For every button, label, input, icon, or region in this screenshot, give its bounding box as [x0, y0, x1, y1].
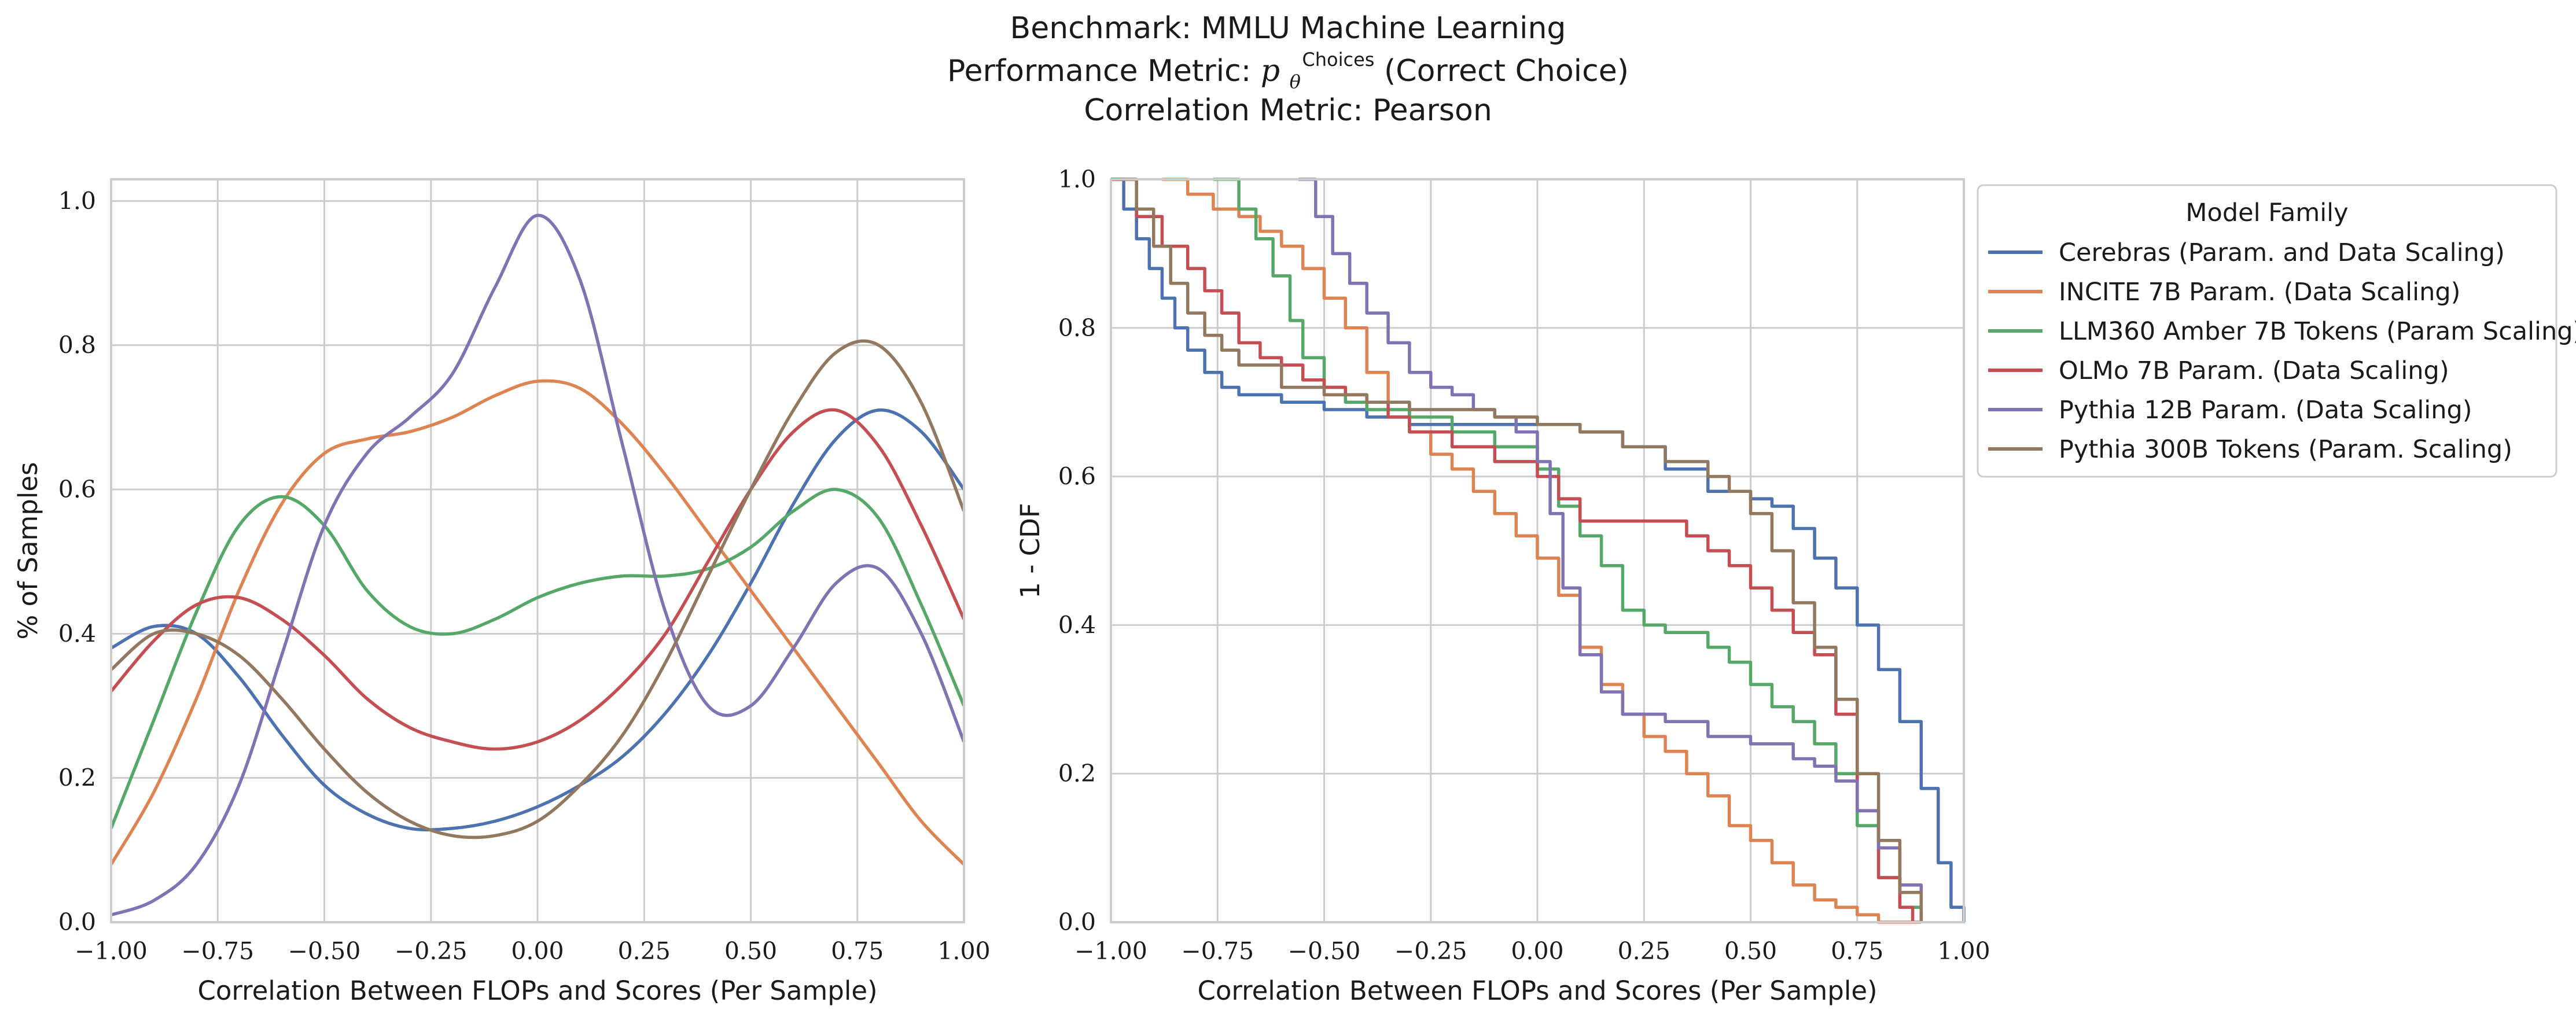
legend-entry-pythia-300b-tokens-param-scaling: Pythia 300B Tokens (Param. Scaling)	[1988, 435, 2512, 464]
survival-x-tick-label: −0.75	[1181, 937, 1254, 965]
legend-entries: Cerebras (Param. and Data Scaling) INCITE…	[1988, 238, 2576, 464]
survival-y-tick-labels: 0.0 0.2 0.4 0.6 0.8 1.0	[1058, 165, 1096, 936]
kde-y-tick-label: 0.6	[58, 476, 96, 503]
title-line-2-superscript: Choices	[1302, 49, 1374, 71]
kde-y-tick-label: 0.8	[58, 331, 96, 359]
kde-x-tick-label: −0.25	[395, 937, 468, 965]
survival-x-tick-label: 0.50	[1724, 937, 1777, 965]
survival-plot-frame	[1110, 178, 1965, 923]
kde-line-olmo-7b-param-data-scaling	[109, 408, 966, 751]
survival-y-axis-label: 1 - CDF	[1015, 503, 1046, 598]
kde-y-tick-label: 0.0	[58, 908, 96, 936]
legend-label: Cerebras (Param. and Data Scaling)	[2059, 238, 2505, 267]
survival-y-tick-label: 1.0	[1058, 165, 1096, 193]
survival-line-llm360-amber-7b-tokens-param-scaling	[1213, 178, 1923, 922]
legend-label: LLM360 Amber 7B Tokens (Param Scaling)	[2059, 317, 2576, 346]
kde-x-tick-label: −0.50	[288, 937, 361, 965]
title-line-1: Benchmark: MMLU Machine Learning	[1010, 11, 1566, 46]
kde-y-tick-labels: 0.0 0.2 0.4 0.6 0.8 1.0	[58, 187, 96, 936]
kde-plot-frame	[110, 178, 965, 923]
survival-x-tick-label: −0.25	[1394, 937, 1467, 965]
legend-label: OLMo 7B Param. (Data Scaling)	[2059, 356, 2449, 385]
survival-series-lines	[1111, 178, 1966, 924]
kde-line-llm360-amber-7b-tokens-param-scaling	[109, 488, 966, 829]
kde-x-tick-label: 0.50	[724, 937, 777, 965]
legend-title: Model Family	[2185, 198, 2348, 227]
survival-x-tick-label: 0.25	[1618, 937, 1670, 965]
legend-label: Pythia 12B Param. (Data Scaling)	[2059, 396, 2472, 425]
kde-x-tick-label: −1.00	[75, 937, 148, 965]
survival-x-tick-label: 0.75	[1831, 937, 1883, 965]
kde-y-axis-label: % of Samples	[13, 462, 43, 640]
kde-x-tick-label: 1.00	[937, 937, 990, 965]
kde-y-tick-label: 1.0	[58, 187, 96, 215]
survival-y-tick-label: 0.6	[1058, 463, 1096, 491]
kde-line-incite-7b-param-data-scaling	[109, 379, 965, 866]
kde-line-cerebras-param-and-data-scaling	[110, 408, 966, 832]
survival-y-tick-label: 0.8	[1058, 314, 1096, 342]
kde-x-axis-label: Correlation Between FLOPs and Scores (Pe…	[197, 975, 877, 1006]
kde-y-tick-label: 0.4	[58, 620, 96, 647]
title-line-2-symbol: p	[1261, 54, 1280, 89]
survival-x-tick-label: −1.00	[1074, 937, 1147, 965]
survival-panel: −1.00 −0.75 −0.50 −0.25 0.00 0.25 0.50 0.75 1.00…	[1015, 165, 1990, 1006]
kde-line-pythia-12b-param-data-scaling	[111, 213, 966, 917]
legend-entry-incite-7b-param-data-scaling: INCITE 7B Param. (Data Scaling)	[1988, 278, 2460, 307]
legend-entry-olmo-7b-param-data-scaling: OLMo 7B Param. (Data Scaling)	[1988, 356, 2449, 385]
legend-label: INCITE 7B Param. (Data Scaling)	[2059, 278, 2460, 307]
survival-y-tick-label: 0.0	[1058, 908, 1096, 936]
survival-x-tick-label: −0.50	[1288, 937, 1361, 965]
legend: Model Family Cerebras (Param. and Data S…	[1977, 184, 2576, 478]
figure-title: Benchmark: MMLU Machine Learning Perform…	[947, 11, 1629, 128]
survival-x-tick-label: 0.00	[1511, 937, 1563, 965]
kde-x-tick-labels: −1.00 −0.75 −0.50 −0.25 0.00 0.25 0.50 0.75 1.00	[75, 937, 990, 965]
title-line-2-suffix: (Correct Choice)	[1384, 54, 1629, 89]
title-line-2-prefix: Performance Metric:	[947, 54, 1261, 89]
kde-line-pythia-300b-tokens-param-scaling	[110, 339, 966, 839]
survival-x-tick-labels: −1.00 −0.75 −0.50 −0.25 0.00 0.25 0.50 0.75 1.00	[1074, 937, 1990, 965]
survival-line-pythia-12b-param-data-scaling	[1298, 178, 1923, 922]
survival-line-pythia-300b-tokens-param-scaling	[1119, 178, 1923, 922]
survival-y-tick-label: 0.2	[1058, 760, 1096, 787]
kde-x-tick-label: 0.00	[511, 937, 564, 965]
survival-x-tick-label: 1.00	[1937, 937, 1990, 965]
kde-x-tick-label: 0.25	[618, 937, 671, 965]
legend-entry-pythia-12b-param-data-scaling: Pythia 12B Param. (Data Scaling)	[1988, 396, 2472, 425]
survival-x-axis-label: Correlation Between FLOPs and Scores (Pe…	[1197, 975, 1877, 1006]
legend-box	[1977, 184, 2557, 478]
survival-line-incite-7b-param-data-scaling	[1162, 178, 1922, 924]
kde-y-tick-label: 0.2	[58, 764, 96, 792]
title-line-2: Performance Metric: p θ Choices (Correct…	[947, 39, 1629, 95]
legend-entry-llm360-amber-7b-tokens-param-scaling: LLM360 Amber 7B Tokens (Param Scaling)	[1988, 317, 2576, 346]
survival-y-tick-label: 0.4	[1058, 611, 1096, 639]
kde-series-lines	[109, 213, 966, 917]
legend-label: Pythia 300B Tokens (Param. Scaling)	[2059, 435, 2512, 464]
kde-x-tick-label: −0.75	[181, 937, 254, 965]
title-line-3: Correlation Metric: Pearson	[1084, 93, 1492, 128]
kde-panel: −1.00 −0.75 −0.50 −0.25 0.00 0.25 0.50 0.75 1.00…	[13, 178, 991, 1006]
title-line-2-subscript: θ	[1290, 71, 1301, 93]
kde-x-tick-label: 0.75	[831, 937, 884, 965]
legend-entry-cerebras-param-and-data-scaling: Cerebras (Param. and Data Scaling)	[1988, 238, 2505, 267]
